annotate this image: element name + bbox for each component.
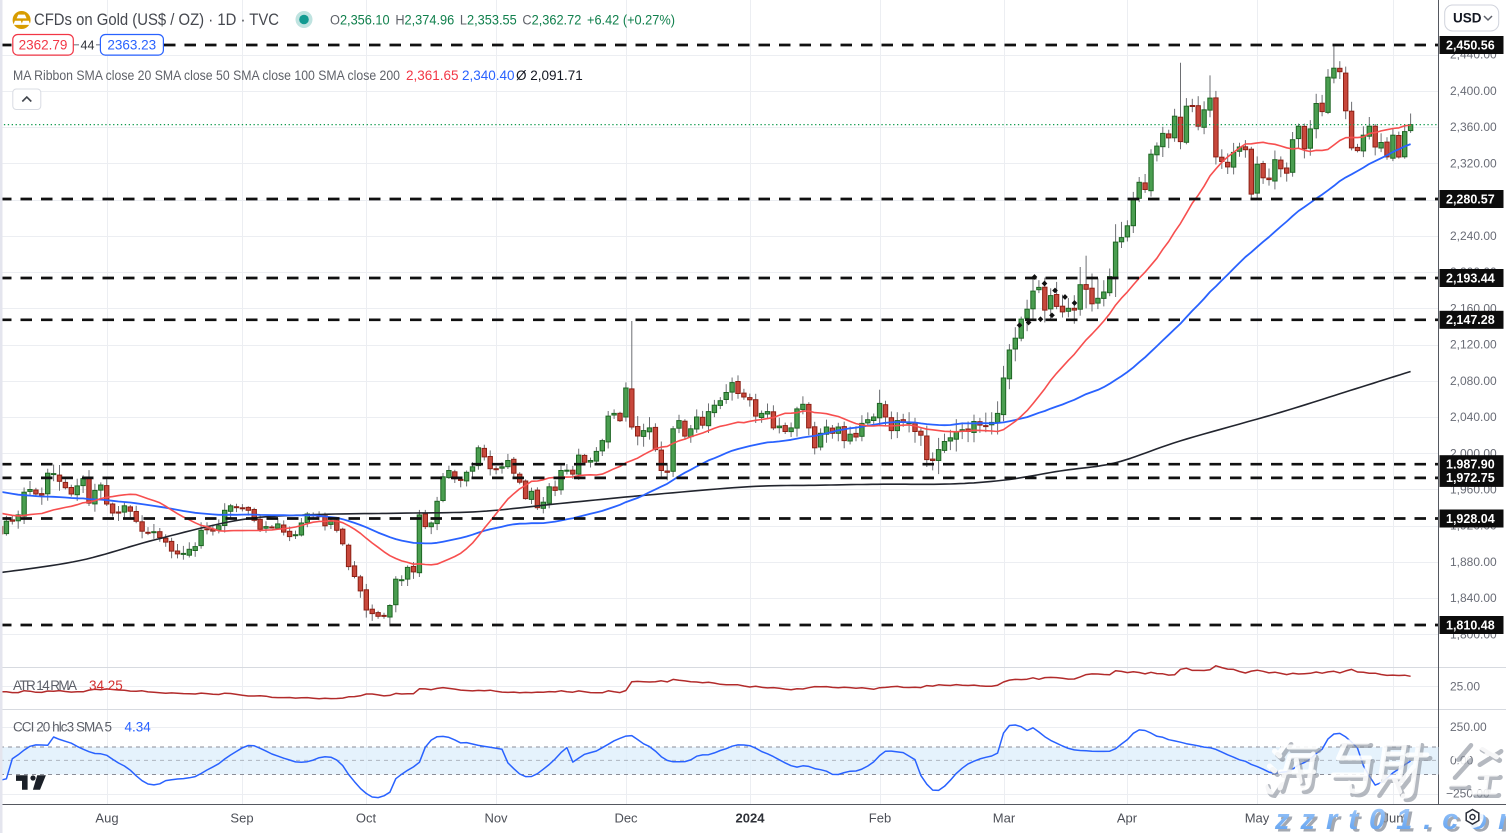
svg-text:25.00: 25.00 bbox=[1450, 679, 1480, 693]
svg-text:1,987.90: 1,987.90 bbox=[1446, 458, 1495, 472]
svg-text:2,120.00: 2,120.00 bbox=[1450, 338, 1497, 352]
svg-text:Mar: Mar bbox=[993, 811, 1016, 826]
svg-text:2,360.00: 2,360.00 bbox=[1450, 120, 1497, 134]
svg-text:2,193.44: 2,193.44 bbox=[1446, 271, 1495, 285]
svg-text:MA Ribbon SMA close 20 SMA clo: MA Ribbon SMA close 20 SMA close 50 SMA … bbox=[13, 68, 400, 83]
svg-text:Apr: Apr bbox=[1117, 811, 1138, 826]
svg-text:4.34: 4.34 bbox=[125, 720, 152, 735]
svg-text:1,972.75: 1,972.75 bbox=[1446, 471, 1495, 485]
svg-text:Oct: Oct bbox=[356, 811, 377, 826]
svg-text:Feb: Feb bbox=[869, 811, 891, 826]
svg-text:CFDs on Gold (US$ / OZ) · 1D ·: CFDs on Gold (US$ / OZ) · 1D · TVC bbox=[34, 11, 279, 29]
svg-text:2,320.00: 2,320.00 bbox=[1450, 156, 1497, 170]
svg-text:2,280.57: 2,280.57 bbox=[1446, 192, 1495, 206]
svg-text:2,450.56: 2,450.56 bbox=[1446, 38, 1495, 52]
svg-text:1,810.48: 1,810.48 bbox=[1446, 618, 1495, 632]
svg-text:2,240.00: 2,240.00 bbox=[1450, 229, 1497, 243]
svg-text:2,400.00: 2,400.00 bbox=[1450, 84, 1497, 98]
svg-text:ATR 14 RMA: ATR 14 RMA bbox=[13, 678, 77, 693]
svg-text:2,147.28: 2,147.28 bbox=[1446, 313, 1495, 327]
svg-text:Nov: Nov bbox=[484, 811, 508, 826]
svg-text:1,880.00: 1,880.00 bbox=[1450, 555, 1497, 569]
svg-text:2,080.00: 2,080.00 bbox=[1450, 374, 1497, 388]
svg-text:2,340.40: 2,340.40 bbox=[462, 68, 515, 83]
svg-text:2362.79: 2362.79 bbox=[19, 38, 68, 53]
svg-text:May: May bbox=[1245, 811, 1270, 826]
svg-text:Dec: Dec bbox=[614, 811, 638, 826]
svg-text:44: 44 bbox=[81, 39, 95, 53]
svg-text:2,040.00: 2,040.00 bbox=[1450, 410, 1497, 424]
svg-text:2363.23: 2363.23 bbox=[107, 38, 156, 53]
svg-text:2,361.65: 2,361.65 bbox=[406, 68, 459, 83]
svg-text:250.00: 250.00 bbox=[1450, 720, 1487, 734]
svg-text:2024: 2024 bbox=[736, 811, 766, 826]
svg-text:USD: USD bbox=[1453, 11, 1482, 26]
svg-text:34.25: 34.25 bbox=[89, 678, 123, 693]
svg-text:Aug: Aug bbox=[95, 811, 118, 826]
svg-text:CCI 20 hlc3 SMA 5: CCI 20 hlc3 SMA 5 bbox=[13, 720, 112, 735]
svg-text:1,928.04: 1,928.04 bbox=[1446, 512, 1495, 526]
svg-text:Jun: Jun bbox=[1383, 811, 1404, 826]
svg-text:Ø 2,091.71: Ø 2,091.71 bbox=[516, 68, 583, 83]
svg-text:1,840.00: 1,840.00 bbox=[1450, 591, 1497, 605]
svg-text:Sep: Sep bbox=[230, 811, 253, 826]
